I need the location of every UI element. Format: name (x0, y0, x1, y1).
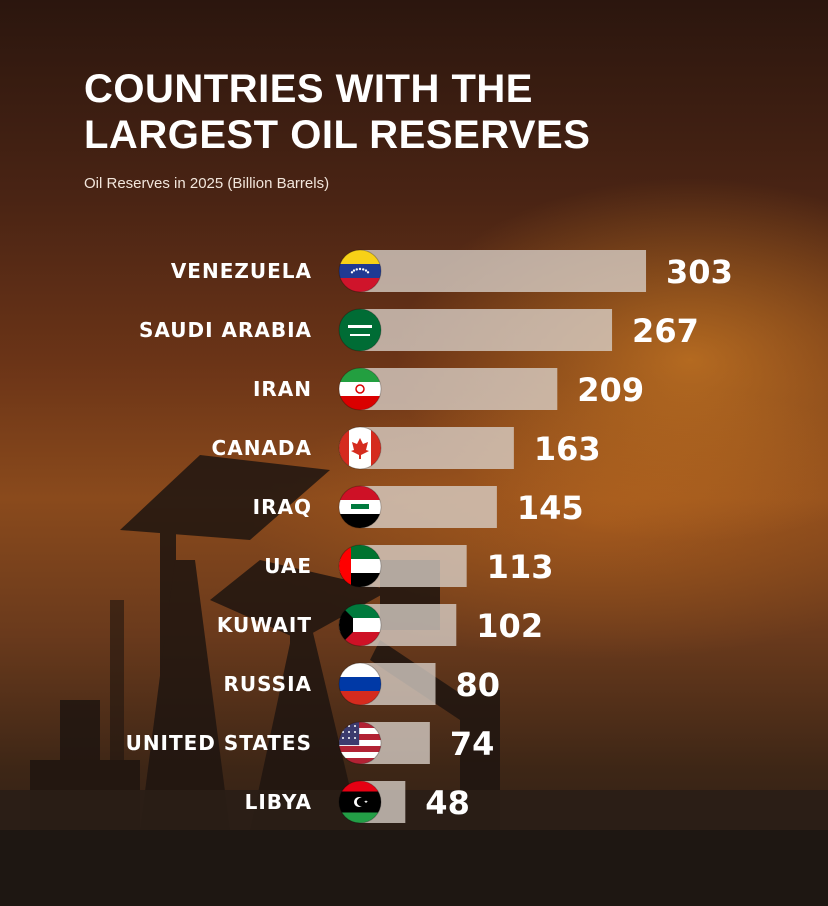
bar-row: UNITED STATES 74 (126, 721, 495, 765)
bar-row: IRAQ 145 (253, 485, 584, 529)
bar (360, 368, 558, 410)
bar-row: UAE 113 (264, 544, 554, 588)
category-label: IRAN (253, 377, 312, 401)
iraq-flag-icon (338, 485, 382, 529)
category-label: RUSSIA (224, 672, 312, 696)
bar-row: LIBYA 48 (245, 780, 470, 824)
category-label: KUWAIT (217, 613, 312, 637)
libya-flag-icon (338, 780, 382, 824)
bar (360, 250, 647, 292)
category-label: UNITED STATES (126, 731, 312, 755)
bar (360, 427, 514, 469)
bar-row: CANADA 163 (212, 426, 601, 470)
value-label: 48 (425, 784, 470, 822)
value-label: 80 (456, 666, 501, 704)
bar-row: IRAN 209 (253, 367, 644, 411)
canada-flag-icon (338, 426, 382, 470)
category-label: UAE (264, 554, 312, 578)
category-label: LIBYA (245, 790, 312, 814)
bar (360, 486, 497, 528)
value-label: 267 (632, 312, 699, 350)
value-label: 209 (577, 371, 644, 409)
category-label: SAUDI ARABIA (139, 318, 312, 342)
category-label: IRAQ (253, 495, 312, 519)
venezuela-flag-icon (338, 249, 382, 293)
russia-flag-icon (338, 662, 382, 706)
bar (360, 309, 613, 351)
uae-flag-icon (338, 544, 382, 588)
value-label: 163 (534, 430, 601, 468)
value-label: 102 (476, 607, 543, 645)
united-states-flag-icon (338, 721, 382, 765)
kuwait-flag-icon (338, 603, 382, 647)
value-label: 303 (666, 253, 733, 291)
bar-row: KUWAIT 102 (217, 603, 543, 647)
bar-row: RUSSIA 80 (224, 662, 501, 706)
category-label: VENEZUELA (171, 259, 312, 283)
category-label: CANADA (212, 436, 312, 460)
bar-row: SAUDI ARABIA 267 (139, 308, 699, 352)
saudi-arabia-flag-icon (338, 308, 382, 352)
value-label: 113 (487, 548, 554, 586)
value-label: 145 (517, 489, 584, 527)
chart-subtitle: Oil Reserves in 2025 (Billion Barrels) (84, 175, 330, 192)
value-label: 74 (450, 725, 495, 763)
bar-row: VENEZUELA 303 (171, 249, 733, 293)
iran-flag-icon (338, 367, 382, 411)
chart-title: COUNTRIES WITH THE LARGEST OIL RESERVES (84, 67, 591, 157)
